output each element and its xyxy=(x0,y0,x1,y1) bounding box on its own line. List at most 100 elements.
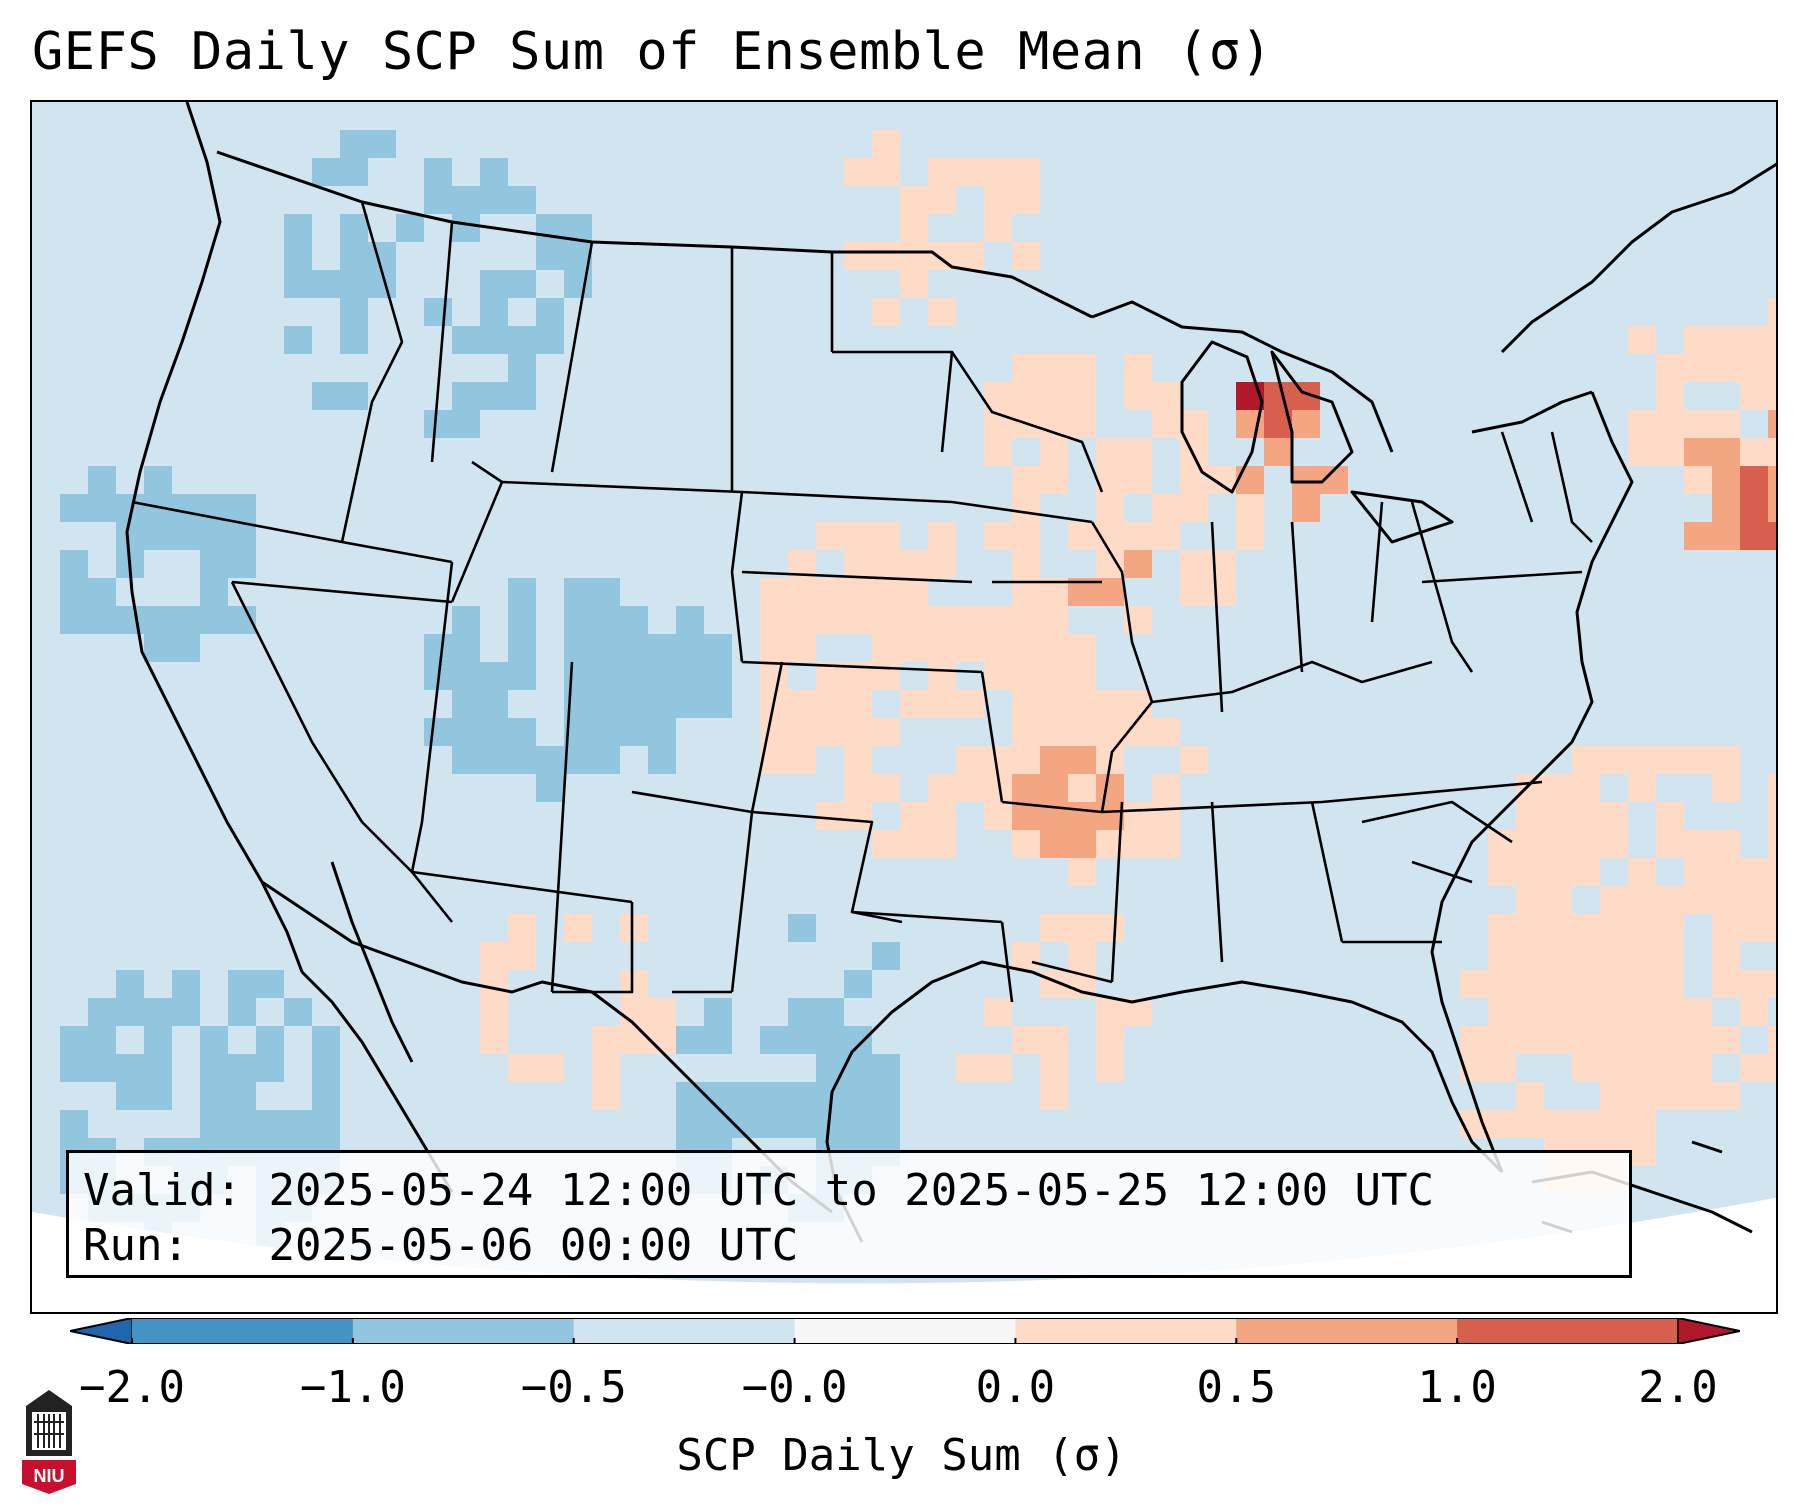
anomaly-cell xyxy=(1208,550,1236,578)
anomaly-cell xyxy=(648,634,676,662)
anomaly-cell xyxy=(1600,1110,1628,1138)
anomaly-cell xyxy=(480,382,508,410)
anomaly-cell xyxy=(1572,998,1600,1026)
anomaly-cell xyxy=(1768,970,1776,998)
anomaly-cell xyxy=(1012,1026,1040,1054)
anomaly-cell xyxy=(116,1082,144,1110)
anomaly-cell xyxy=(144,522,172,550)
anomaly-cell xyxy=(88,494,116,522)
anomaly-cell xyxy=(1124,690,1152,718)
anomaly-cell xyxy=(1012,802,1040,830)
anomaly-cell xyxy=(1768,1026,1776,1054)
anomaly-cell xyxy=(200,1054,228,1082)
anomaly-cell xyxy=(1124,382,1152,410)
svg-text:NIU: NIU xyxy=(34,1466,65,1486)
anomaly-cell xyxy=(1712,326,1740,354)
anomaly-cell xyxy=(1152,522,1180,550)
anomaly-cell xyxy=(1124,522,1152,550)
anomaly-cell xyxy=(1292,466,1320,494)
anomaly-cell xyxy=(676,1082,704,1110)
anomaly-cell xyxy=(1040,606,1068,634)
anomaly-cell xyxy=(928,298,956,326)
anomaly-cell xyxy=(1012,606,1040,634)
anomaly-cell xyxy=(60,1054,88,1082)
anomaly-cell xyxy=(592,578,620,606)
colorbar-extend-low xyxy=(70,1318,133,1344)
anomaly-cell xyxy=(704,690,732,718)
anomaly-cell xyxy=(116,970,144,998)
anomaly-cell xyxy=(1152,494,1180,522)
colorbar-tick-label: 1.0 xyxy=(1417,1362,1497,1413)
anomaly-cell xyxy=(1712,410,1740,438)
anomaly-cell xyxy=(116,998,144,1026)
anomaly-cell xyxy=(928,634,956,662)
anomaly-cell xyxy=(256,1054,284,1082)
anomaly-cell xyxy=(60,550,88,578)
anomaly-cell xyxy=(1768,410,1776,438)
anomaly-cell xyxy=(564,662,592,690)
anomaly-cell xyxy=(1124,354,1152,382)
anomaly-cell xyxy=(424,634,452,662)
anomaly-cell xyxy=(1768,1054,1776,1082)
anomaly-cell xyxy=(1264,438,1292,466)
anomaly-cell xyxy=(872,130,900,158)
anomaly-cell xyxy=(648,718,676,746)
anomaly-cell xyxy=(984,1054,1012,1082)
anomaly-cell xyxy=(1096,494,1124,522)
anomaly-cell xyxy=(928,802,956,830)
anomaly-cell xyxy=(1712,858,1740,886)
anomaly-cell xyxy=(1040,914,1068,942)
anomaly-cell xyxy=(1740,886,1768,914)
coastlines-and-borders xyxy=(125,102,1776,1243)
anomaly-cell xyxy=(956,1054,984,1082)
anomaly-cell xyxy=(1628,858,1656,886)
anomaly-cell xyxy=(1712,438,1740,466)
anomaly-cell xyxy=(452,606,480,634)
anomaly-cell xyxy=(1768,914,1776,942)
anomaly-cell xyxy=(844,1026,872,1054)
anomaly-cell xyxy=(872,662,900,690)
anomaly-cell xyxy=(1684,1026,1712,1054)
colorbar xyxy=(70,1318,1740,1344)
colorbar-segment xyxy=(132,1318,354,1344)
anomaly-cell xyxy=(1740,494,1768,522)
anomaly-cell xyxy=(480,662,508,690)
anomaly-cell xyxy=(200,1110,228,1138)
anomaly-cell xyxy=(480,326,508,354)
anomaly-cell xyxy=(228,522,256,550)
anomaly-cell xyxy=(1768,802,1776,830)
anomaly-cell xyxy=(676,606,704,634)
anomaly-cell xyxy=(1712,466,1740,494)
colorbar-tick-label: −1.0 xyxy=(299,1362,406,1413)
anomaly-cell xyxy=(1488,914,1516,942)
anomaly-cell xyxy=(900,214,928,242)
anomaly-cell xyxy=(564,914,592,942)
anomaly-cell xyxy=(116,522,144,550)
anomaly-cell xyxy=(340,270,368,298)
anomaly-cell xyxy=(228,1054,256,1082)
anomaly-cell xyxy=(900,634,928,662)
anomaly-cell xyxy=(1012,382,1040,410)
anomaly-cell xyxy=(1740,858,1768,886)
anomaly-cell xyxy=(1712,494,1740,522)
anomaly-cell xyxy=(1768,438,1776,466)
anomaly-cell xyxy=(1152,382,1180,410)
anomaly-cell xyxy=(1684,858,1712,886)
anomaly-cell xyxy=(480,270,508,298)
anomaly-cell xyxy=(1068,914,1096,942)
anomaly-cell xyxy=(1628,774,1656,802)
anomaly-cell xyxy=(228,998,256,1026)
colorbar-label: SCP Daily Sum (σ) xyxy=(676,1430,1127,1481)
anomaly-cell xyxy=(760,634,788,662)
anomaly-cell xyxy=(872,242,900,270)
anomaly-cell xyxy=(928,662,956,690)
anomaly-cell xyxy=(872,578,900,606)
anomaly-cell xyxy=(1628,970,1656,998)
anomaly-cell xyxy=(620,718,648,746)
anomaly-cell xyxy=(1236,466,1264,494)
anomaly-cell xyxy=(480,746,508,774)
anomaly-cell xyxy=(1740,326,1768,354)
anomaly-cell xyxy=(1516,802,1544,830)
anomaly-cell xyxy=(1040,718,1068,746)
anomaly-cell xyxy=(1012,186,1040,214)
